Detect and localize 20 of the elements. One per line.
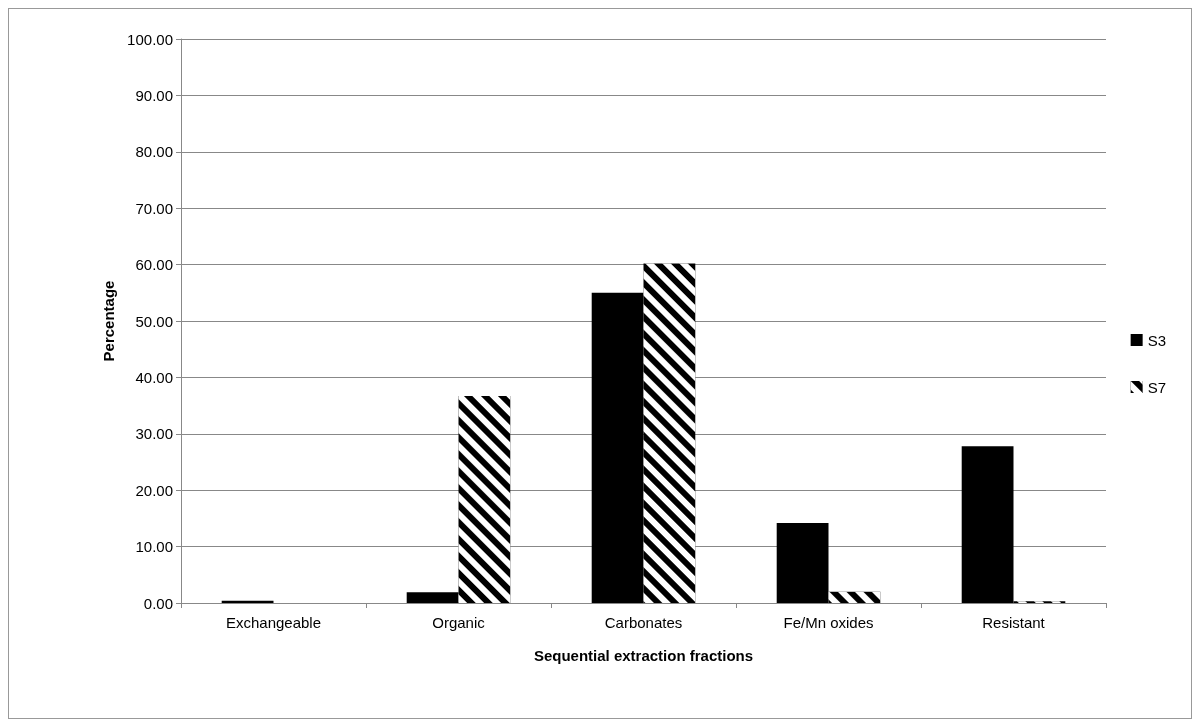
x-tick-label: Organic <box>432 614 486 631</box>
x-tick-label: Fe/Mn oxides <box>783 614 874 631</box>
x-tick-label: Resistant <box>982 614 1046 631</box>
y-tick-label: 10.00 <box>135 538 173 556</box>
y-tick-label: 50.00 <box>135 312 173 330</box>
y-tick-label: 70.00 <box>135 199 173 217</box>
y-tick-label: 90.00 <box>135 86 173 104</box>
y-tick-label: 30.00 <box>135 425 173 443</box>
y-tick-label: 20.00 <box>135 481 173 499</box>
y-axis-title: Percentage <box>100 280 118 362</box>
legend-label: S7 <box>1147 378 1167 396</box>
y-tick-label: 100.00 <box>127 30 173 48</box>
legend-label: S3 <box>1147 331 1167 349</box>
y-tick-label: 0.00 <box>143 594 173 612</box>
y-tick-label: 60.00 <box>135 256 173 274</box>
x-tick-label: Carbonates <box>604 614 683 631</box>
x-axis-title: Sequential extraction fractions <box>533 647 754 664</box>
y-tick-label: 80.00 <box>135 143 173 161</box>
x-tick-label: Exchangeable <box>225 614 322 631</box>
y-tick-label: 40.00 <box>135 368 173 386</box>
